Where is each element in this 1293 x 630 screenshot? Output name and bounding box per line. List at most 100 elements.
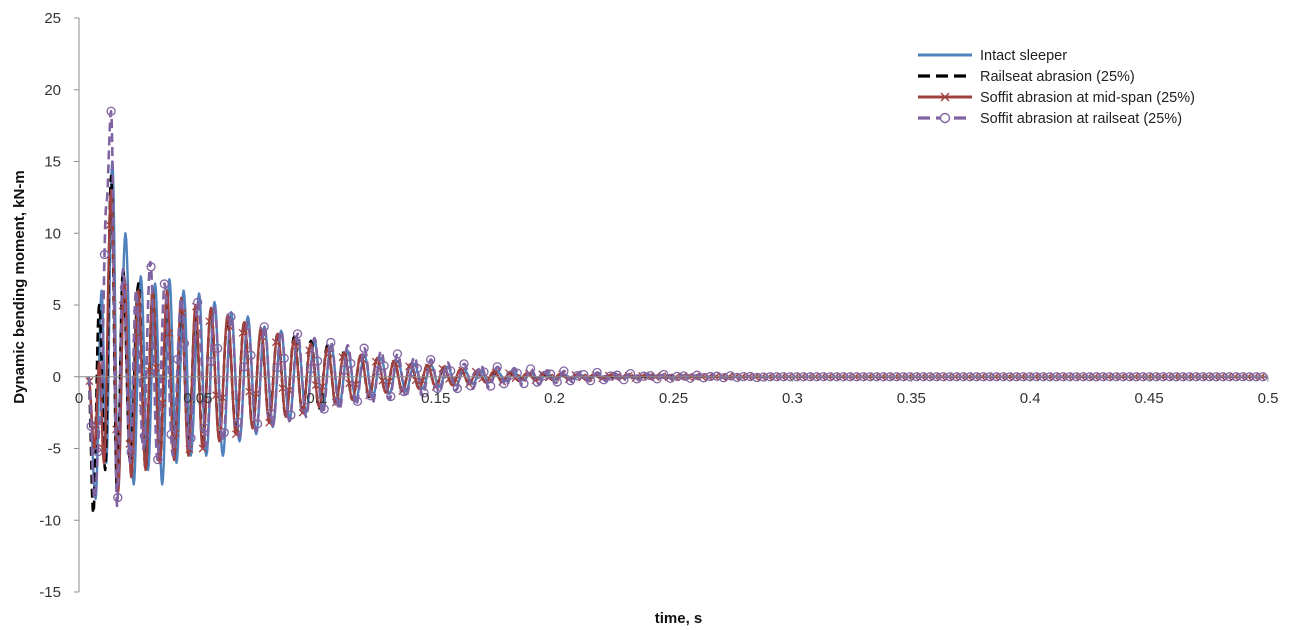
x-tick-label: 0.3 — [782, 390, 803, 407]
series-marker — [266, 408, 276, 418]
y-tick-label: -10 — [39, 512, 61, 529]
legend-label: Intact sleeper — [980, 48, 1067, 64]
series-marker — [212, 343, 223, 354]
series-marker — [105, 221, 114, 230]
series-marker — [612, 370, 622, 380]
x-tick-label: 0.5 — [1258, 390, 1279, 407]
x-tick-label: 0.1 — [306, 390, 327, 407]
legend-label: Soffit abrasion at railseat (25%) — [980, 111, 1182, 127]
series-marker — [199, 423, 209, 433]
series-marker — [579, 369, 589, 380]
series-line — [87, 110, 1268, 508]
x-tick-label: 0.15 — [421, 390, 450, 407]
series-layer — [85, 106, 1268, 515]
y-tick-label: 10 — [44, 225, 61, 242]
legend-item: Soffit abrasion at mid-span (25%) — [918, 90, 1195, 106]
series-marker — [552, 377, 562, 387]
series-marker — [86, 421, 96, 431]
series-marker — [392, 349, 403, 359]
series-marker — [699, 373, 709, 383]
series-marker — [286, 410, 296, 420]
legend-marker — [939, 112, 951, 124]
series-marker — [605, 371, 616, 381]
legend-item: Intact sleeper — [918, 48, 1067, 64]
series-marker — [366, 391, 376, 401]
series-marker — [219, 427, 229, 438]
series-marker — [399, 386, 409, 397]
series-marker — [639, 371, 649, 381]
series-group — [85, 188, 1268, 493]
series-marker — [712, 371, 722, 381]
series-marker — [259, 322, 269, 332]
series-marker — [525, 364, 536, 374]
series-marker — [291, 342, 300, 351]
legend-marker — [940, 92, 950, 102]
x-tick-label: 0.25 — [659, 390, 688, 407]
series-marker — [452, 383, 462, 394]
series-marker — [326, 337, 336, 348]
series-marker — [239, 362, 249, 372]
series-marker — [198, 444, 207, 453]
series-marker — [665, 373, 676, 384]
legend-label: Soffit abrasion at mid-span (25%) — [980, 90, 1195, 106]
series-marker — [725, 371, 735, 381]
series-marker — [139, 431, 150, 441]
series-marker — [372, 366, 383, 376]
y-tick-label: -15 — [39, 584, 61, 601]
x-tick-label: 0.2 — [544, 390, 565, 407]
x-axis-title: time, s — [655, 610, 703, 627]
series-marker — [559, 366, 569, 376]
series-marker — [272, 362, 283, 373]
x-tick-label: 0 — [75, 390, 83, 407]
series-marker — [391, 359, 400, 368]
series-line — [87, 174, 1268, 515]
series-marker — [652, 374, 662, 384]
series-marker — [572, 371, 582, 381]
series-marker — [206, 356, 216, 367]
series-marker — [426, 354, 436, 365]
series-marker — [299, 402, 309, 412]
ticks-layer: -15 -10 -5 0 5 10 15 20 25 0 0.05 0.1 0.15 0.2 0.25 0.3… — [39, 10, 1278, 601]
x-tick-label: 0.05 — [183, 390, 212, 407]
x-tick-label: 0.4 — [1020, 390, 1041, 407]
series-marker — [386, 391, 396, 402]
series-marker — [732, 372, 742, 383]
series-marker — [752, 372, 762, 383]
series-marker — [545, 369, 556, 379]
series-marker — [446, 366, 456, 376]
series-marker — [419, 388, 429, 398]
series-marker — [659, 369, 669, 380]
series-marker — [173, 354, 183, 364]
series-marker — [352, 396, 363, 407]
series-marker — [492, 362, 502, 372]
series-marker — [479, 367, 489, 377]
series-marker — [166, 429, 176, 440]
series-marker — [226, 312, 236, 322]
series-marker — [98, 444, 107, 453]
series-marker — [346, 358, 356, 369]
series-marker — [332, 396, 343, 407]
series-marker — [106, 106, 116, 116]
series-marker — [432, 383, 443, 394]
y-tick-label: 20 — [44, 82, 61, 99]
series-marker — [466, 381, 476, 391]
y-tick-label: 25 — [44, 10, 61, 27]
series-marker — [113, 492, 123, 503]
y-tick-label: -5 — [48, 441, 61, 458]
series-group — [87, 174, 1268, 515]
series-marker — [133, 306, 143, 316]
series-marker — [505, 370, 516, 380]
y-tick-label: 0 — [53, 369, 61, 386]
series-marker — [379, 361, 389, 371]
series-marker — [126, 447, 136, 457]
series-marker — [412, 363, 423, 374]
series-marker — [519, 378, 529, 389]
series-marker — [193, 297, 203, 308]
series-marker — [719, 373, 729, 383]
series-marker — [146, 262, 156, 272]
series-marker — [539, 370, 549, 381]
x-tick-label: 0.45 — [1134, 390, 1163, 407]
series-marker — [619, 375, 629, 385]
legend: Intact sleeper Railseat abrasion (25%) Sof… — [918, 48, 1195, 127]
y-axis-title: Dynamic bending moment, kN-m — [11, 170, 28, 403]
